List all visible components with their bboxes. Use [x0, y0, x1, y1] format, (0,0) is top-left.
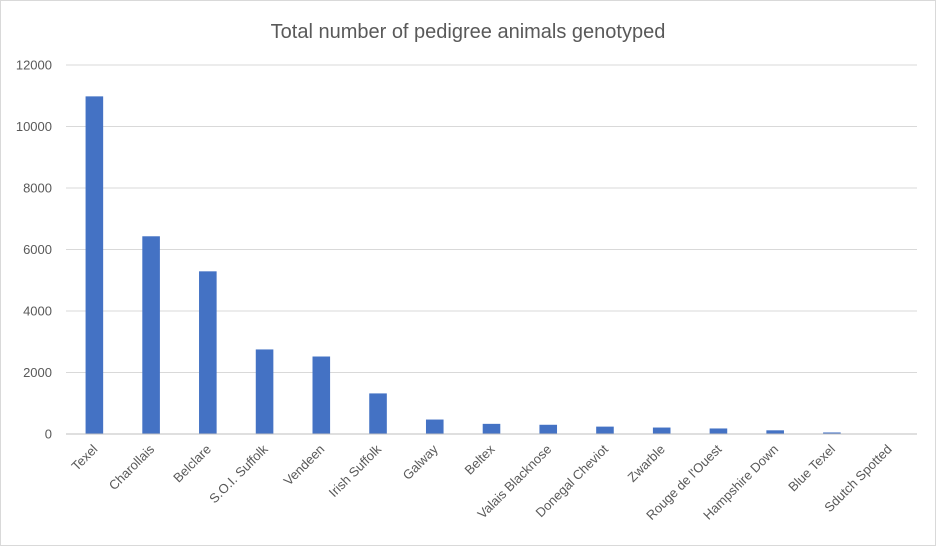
bar — [142, 236, 160, 434]
x-tick-label: Blue Texel — [785, 441, 838, 494]
y-axis-ticks: 0 2000 4000 6000 8000 10000 12000 — [16, 58, 52, 442]
bar — [823, 432, 841, 434]
chart-title: Total number of pedigree animals genotyp… — [271, 21, 666, 43]
bars — [85, 96, 898, 435]
gridlines — [66, 64, 917, 373]
y-tick-label: 8000 — [23, 181, 52, 196]
bar — [652, 427, 671, 434]
bar — [369, 393, 387, 434]
bar — [766, 430, 784, 434]
x-tick-label: Vendeen — [281, 442, 328, 489]
bar — [596, 426, 614, 434]
x-tick-label: Zwarble — [625, 442, 668, 485]
y-tick-label: 2000 — [23, 365, 52, 380]
bar — [255, 349, 274, 434]
bar — [425, 419, 444, 434]
y-tick-label: 6000 — [23, 242, 52, 257]
y-tick-label: 10000 — [16, 119, 52, 134]
y-tick-label: 0 — [45, 427, 52, 442]
bar — [709, 428, 728, 434]
bar — [539, 424, 558, 434]
x-tick-label: Belclare — [170, 442, 214, 486]
y-tick-label: 12000 — [16, 58, 52, 73]
bar — [85, 96, 104, 435]
x-tick-label: Texel — [68, 441, 100, 473]
x-tick-label: S.O.I. Suffolk — [206, 441, 271, 506]
bar — [199, 271, 217, 434]
x-tick-label: Galway — [400, 441, 442, 483]
y-tick-label: 4000 — [23, 304, 52, 319]
bar — [312, 356, 331, 434]
bar — [482, 423, 501, 434]
x-tick-label: Irish Suffolk — [326, 441, 385, 500]
x-tick-label: Beltex — [461, 441, 498, 478]
x-tick-label: Charollais — [106, 441, 158, 493]
